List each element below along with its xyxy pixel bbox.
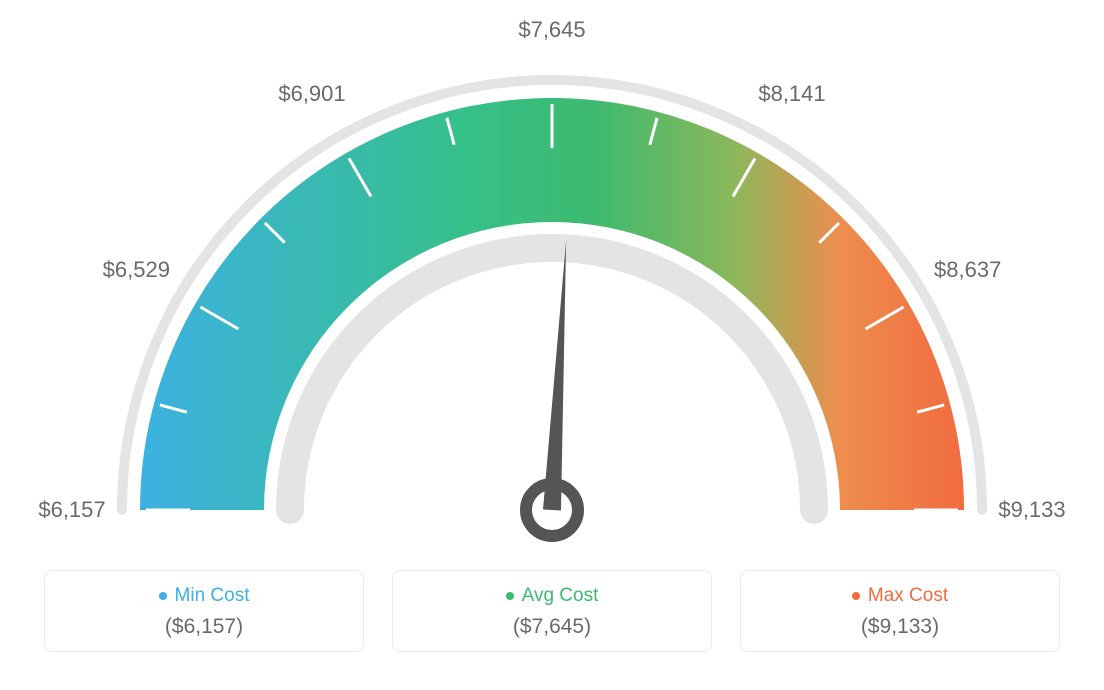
legend-dot-icon — [852, 592, 860, 600]
legend-title-min: Min Cost — [55, 585, 353, 607]
gauge-tick-label: $6,901 — [278, 81, 345, 107]
legend-title-max: Max Cost — [751, 585, 1049, 607]
legend-label-text: Max Cost — [868, 585, 948, 606]
legend-value-max: ($9,133) — [751, 615, 1049, 639]
legend-card-max: Max Cost ($9,133) — [740, 570, 1060, 652]
legend-value-avg: ($7,645) — [403, 615, 701, 639]
gauge-tick-label: $7,645 — [518, 17, 585, 43]
gauge-tick-label: $9,133 — [998, 497, 1065, 523]
legend-label-text: Min Cost — [175, 585, 250, 606]
legend-dot-icon — [506, 592, 514, 600]
legend-card-min: Min Cost ($6,157) — [44, 570, 364, 652]
legend-card-avg: Avg Cost ($7,645) — [392, 570, 712, 652]
legend-value-min: ($6,157) — [55, 615, 353, 639]
legend-row: Min Cost ($6,157) Avg Cost ($7,645) Max Cost… — [0, 560, 1104, 652]
cost-gauge-container: $6,157 $6,529 $6,901 $7,645 $8,141 $8,637 $9,1… — [0, 0, 1104, 690]
legend-dot-icon — [159, 592, 167, 600]
gauge-tick-label: $8,637 — [934, 257, 1001, 283]
gauge-chart: $6,157 $6,529 $6,901 $7,645 $8,141 $8,637 $9,1… — [0, 0, 1104, 560]
gauge-tick-label: $8,141 — [758, 81, 825, 107]
gauge-tick-label: $6,157 — [38, 497, 105, 523]
gauge-needle — [543, 240, 566, 510]
gauge-tick-label: $6,529 — [103, 257, 170, 283]
legend-label-text: Avg Cost — [522, 585, 599, 606]
legend-title-avg: Avg Cost — [403, 585, 701, 607]
